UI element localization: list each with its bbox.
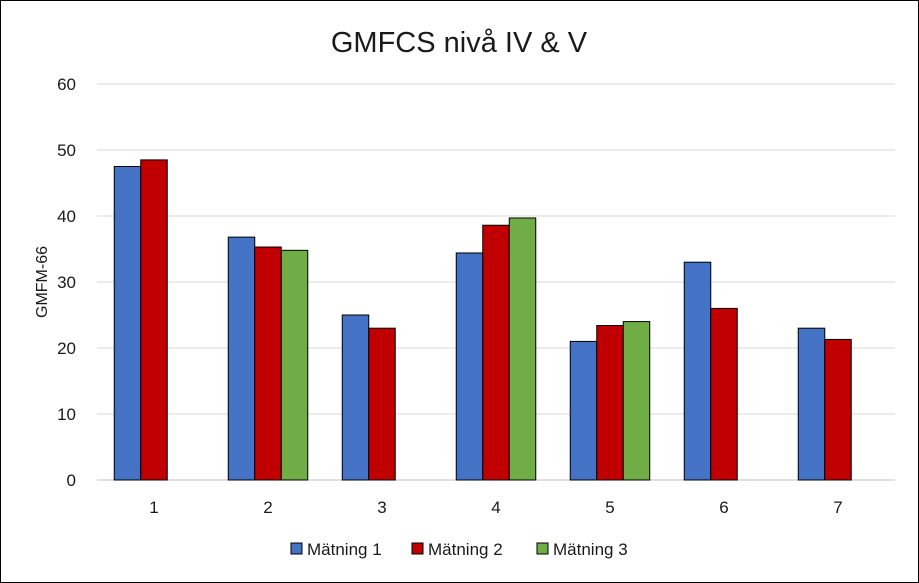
bar-series2-cat4	[482, 224, 510, 481]
bar-series1-cat6	[683, 261, 712, 481]
y-tick-label: 60	[57, 75, 76, 94]
bar-series2-cat1	[140, 159, 168, 481]
bar-series1-cat1	[113, 166, 142, 481]
y-tick-labels: 0 10 20 30 40 50 60	[57, 75, 76, 490]
legend: Mätning 1 Mätning 2 Mätning 3	[290, 540, 628, 559]
chart-title: GMFCS nivå IV & V	[331, 27, 588, 59]
bar-series3-cat5	[622, 321, 651, 481]
x-tick-labels: 1 2 3 4 5 6 7	[149, 498, 842, 517]
bar-series2-cat3	[368, 327, 396, 481]
bar-series1-cat7	[797, 327, 826, 481]
x-tick-label: 2	[263, 498, 272, 517]
bars	[113, 159, 852, 481]
bar-series1-cat3	[341, 314, 370, 481]
legend-label-3: Mätning 3	[553, 540, 628, 559]
y-axis-label: GMFM-66	[34, 246, 51, 318]
x-tick-label: 1	[149, 498, 158, 517]
x-tick-label: 5	[605, 498, 614, 517]
x-tick-label: 3	[377, 498, 386, 517]
legend-swatch-2	[411, 542, 424, 555]
legend-label-2: Mätning 2	[428, 540, 503, 559]
bar-series2-cat6	[710, 307, 738, 481]
legend-label-1: Mätning 1	[307, 540, 382, 559]
y-tick-label: 20	[57, 339, 76, 358]
legend-swatch-1	[290, 542, 303, 555]
bar-series2-cat2	[254, 246, 282, 481]
bar-series1-cat5	[569, 340, 598, 481]
y-tick-label: 0	[67, 471, 76, 490]
y-tick-label: 30	[57, 273, 76, 292]
y-tick-label: 50	[57, 141, 76, 160]
bar-series2-cat7	[824, 338, 852, 481]
bar-series3-cat2	[280, 249, 309, 481]
y-tick-label: 40	[57, 207, 76, 226]
x-tick-label: 6	[719, 498, 728, 517]
bar-series3-cat4	[508, 217, 537, 481]
bar-series1-cat4	[455, 252, 484, 481]
bar-series1-cat2	[227, 236, 256, 481]
y-tick-label: 10	[57, 405, 76, 424]
bar-series2-cat5	[596, 325, 624, 481]
legend-swatch-3	[536, 542, 549, 555]
x-tick-label: 4	[491, 498, 500, 517]
x-tick-label: 7	[833, 498, 842, 517]
